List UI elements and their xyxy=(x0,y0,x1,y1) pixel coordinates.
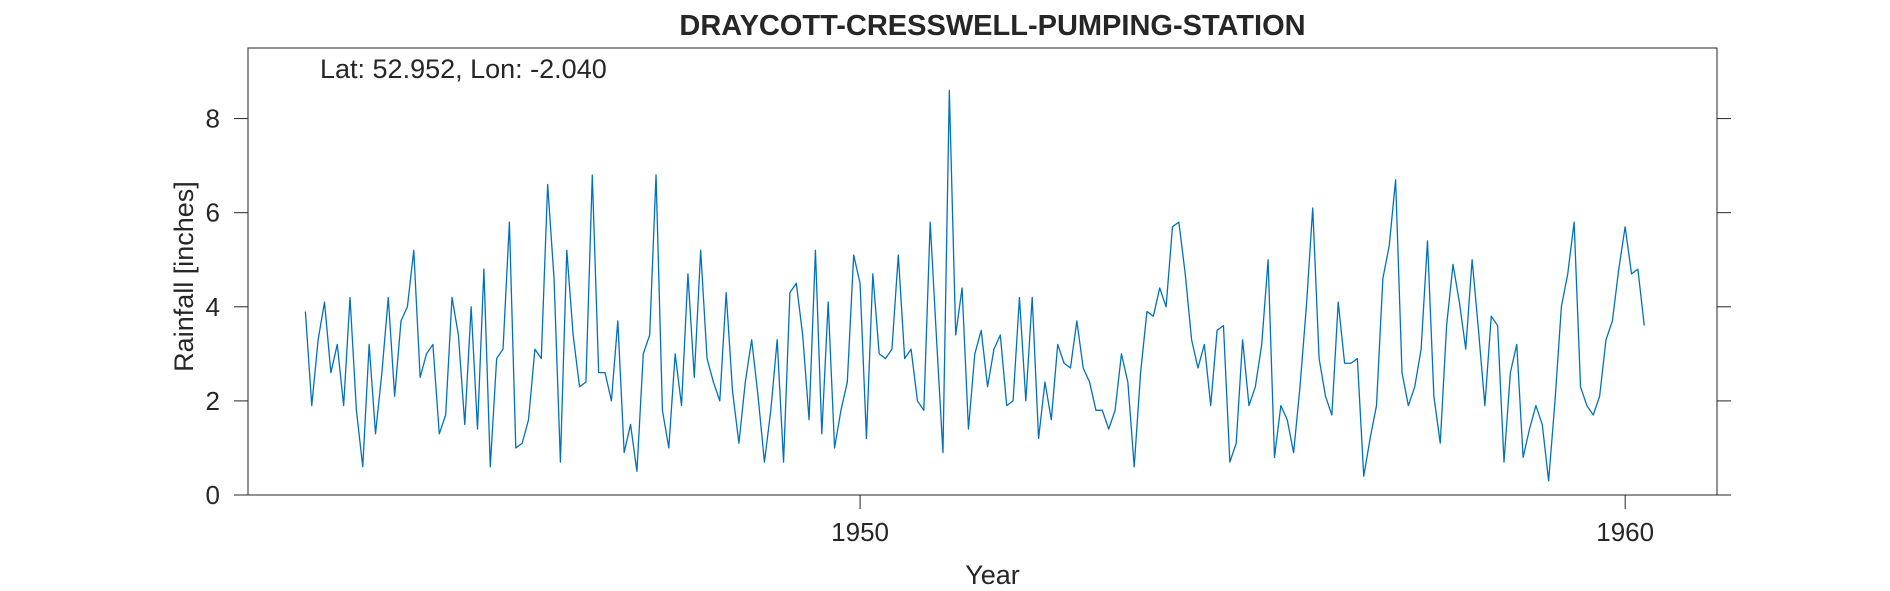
series-line-0 xyxy=(304,89,1645,482)
y-axis-label: Rainfall [inches] xyxy=(169,181,199,372)
chart-title: DRAYCOTT-CRESSWELL-PUMPING-STATION xyxy=(679,10,1305,42)
y-tick-label: 0 xyxy=(206,480,220,510)
ticks-layer: 0 2 4 6 8 1950 1960 xyxy=(206,104,1731,547)
y-tick-label: 2 xyxy=(206,386,220,416)
x-tick-label: 1950 xyxy=(831,517,889,547)
x-tick-label: 1960 xyxy=(1596,517,1654,547)
location-annotation: Lat: 52.952, Lon: -2.040 xyxy=(320,54,607,84)
series-layer xyxy=(304,89,1645,482)
plot-frame xyxy=(247,47,1718,496)
y-tick-label: 4 xyxy=(206,292,220,322)
x-axis-label: Year xyxy=(965,560,1020,590)
y-tick-label: 6 xyxy=(206,198,220,228)
y-tick-label: 8 xyxy=(206,104,220,134)
